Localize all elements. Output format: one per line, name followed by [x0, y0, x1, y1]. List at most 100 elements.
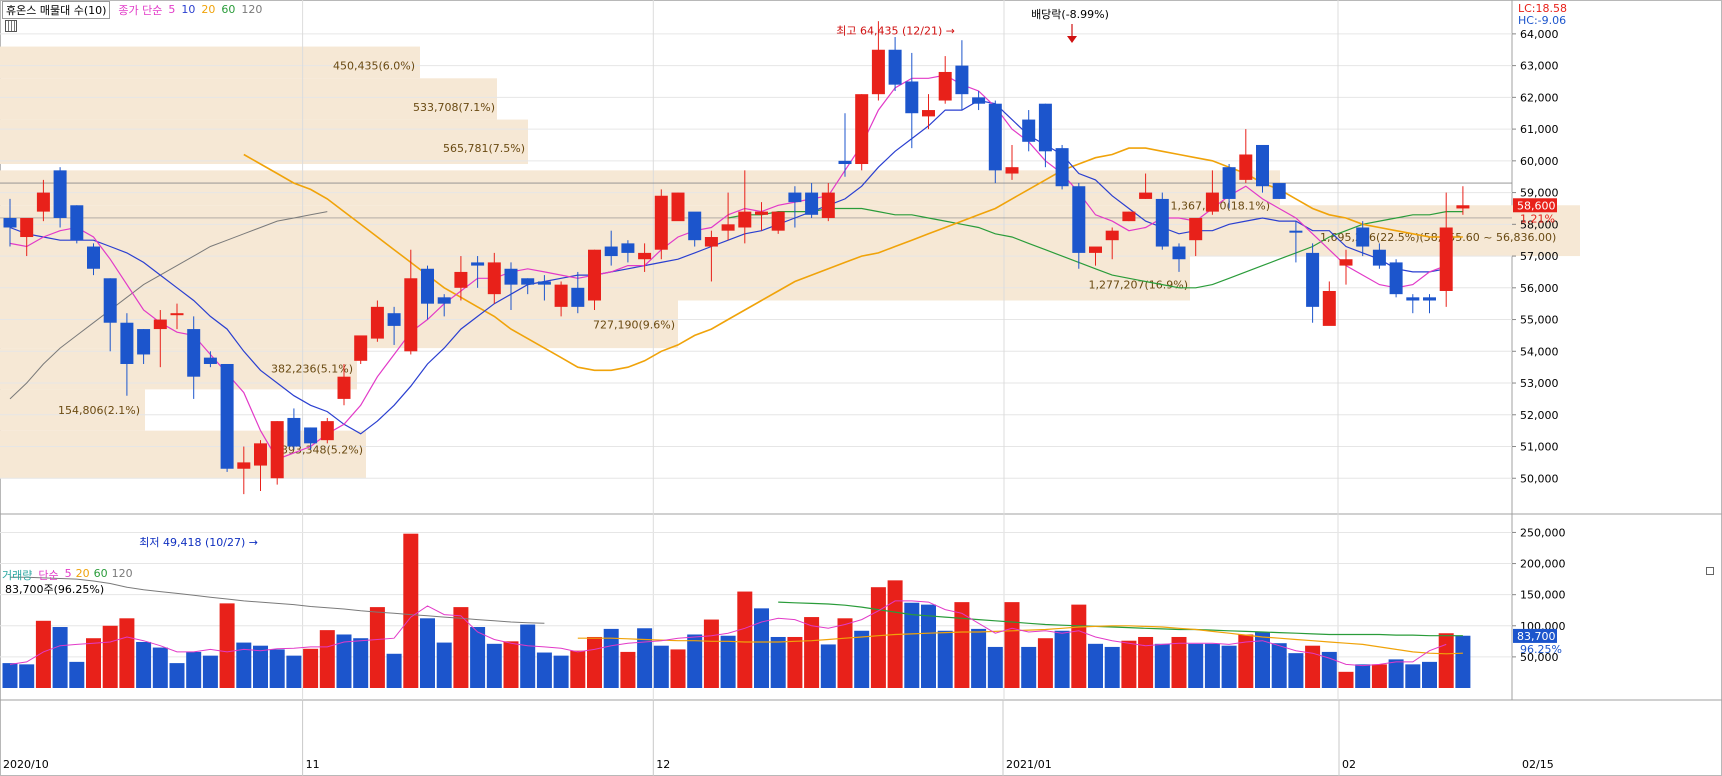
volume-bar — [1021, 646, 1037, 688]
candle-body — [304, 427, 318, 444]
volume-bar — [787, 636, 803, 688]
candle-body — [1356, 227, 1370, 247]
ma60-legend: 60 — [221, 3, 236, 16]
candle-body — [437, 297, 451, 304]
volume-bar — [1338, 671, 1354, 688]
volume-bar — [653, 645, 669, 688]
volume-bar — [1171, 636, 1187, 688]
volume-bar — [703, 619, 719, 688]
volume-profile-label: 565,781(7.5%) — [443, 142, 525, 155]
volume-bar — [971, 628, 987, 688]
candle-body — [1139, 192, 1153, 199]
volume-ma5-legend: 5 — [64, 567, 72, 580]
candle-body — [103, 278, 117, 323]
x-tick-label: 02 — [1342, 758, 1356, 771]
volume-bar — [620, 651, 636, 688]
candle-body — [387, 313, 401, 326]
candle-body — [638, 252, 652, 260]
volume-bar — [1221, 645, 1237, 688]
current-volume-pct: 96.25% — [1520, 643, 1562, 656]
volume-bar — [403, 533, 419, 688]
volume-ma5-line — [9, 600, 1447, 667]
candle-body — [1172, 246, 1186, 260]
volume-bar — [69, 661, 85, 688]
volume-bar — [1405, 664, 1421, 688]
volume-bar — [1004, 602, 1020, 688]
candle-body — [1055, 148, 1069, 187]
candle-body — [838, 160, 852, 165]
candle-body — [771, 211, 785, 231]
candle-body — [254, 443, 267, 466]
candle-body — [1155, 198, 1169, 247]
stock-name-label[interactable]: 휴온스 매물대 수(10) — [2, 0, 111, 19]
volume-bar — [1455, 635, 1471, 688]
volume-profile-band — [0, 78, 497, 120]
candle-body — [671, 192, 685, 222]
price-tick-label: 54,000 — [1520, 345, 1559, 358]
volume-bar — [286, 655, 302, 688]
volume-bar — [670, 649, 686, 688]
candle-body — [521, 278, 535, 285]
candle-body — [220, 363, 234, 469]
volume-bar — [503, 641, 519, 688]
volume-bar — [587, 636, 602, 688]
volume-bar — [987, 646, 1003, 688]
volume-bar — [536, 652, 552, 688]
low-annotation: 최저 49,418 (10/27) → — [139, 536, 258, 549]
table-toggle-icon[interactable] — [5, 20, 17, 32]
volume-bar — [202, 655, 218, 688]
ma120-line — [9, 211, 328, 400]
candle-body — [187, 329, 201, 377]
volume-bar — [820, 644, 836, 688]
volume-bar — [937, 630, 953, 688]
candle-body — [454, 271, 468, 288]
volume-tick-label: 200,000 — [1520, 558, 1566, 571]
volume-bar — [1388, 659, 1404, 688]
volume-bar — [837, 618, 853, 688]
ma10-line — [9, 99, 1447, 435]
volume-bar — [1104, 646, 1120, 688]
volume-bar — [1355, 664, 1371, 688]
candle-body — [120, 322, 134, 364]
current-change-label: 1.21% — [1520, 212, 1555, 225]
volume-bar — [169, 663, 185, 688]
candle-body — [1005, 167, 1019, 174]
ma10-legend: 10 — [181, 3, 196, 16]
candle-body — [137, 329, 151, 355]
candle-body — [871, 49, 885, 95]
price-tick-label: 52,000 — [1520, 409, 1559, 422]
volume-bar — [486, 643, 502, 688]
volume-ma120-line — [10, 576, 545, 624]
candle-body — [421, 268, 434, 304]
volume-bar — [804, 617, 820, 688]
volume-profile-label: 1,277,207(16.9%) — [1088, 279, 1188, 292]
current-volume-box — [1513, 628, 1557, 643]
volume-bar — [1238, 634, 1254, 688]
candle-body — [654, 195, 668, 250]
volume-bar — [1138, 636, 1154, 688]
candle-body — [1189, 217, 1203, 241]
price-tick-label: 60,000 — [1520, 155, 1559, 168]
volume-bar — [253, 645, 268, 688]
candle-body — [805, 192, 819, 215]
candle-body — [537, 281, 551, 285]
candle-body — [1038, 103, 1052, 152]
candle-body — [153, 319, 167, 330]
volume-bar — [720, 635, 736, 688]
candle-body — [888, 49, 902, 85]
dividend-annotation: 배당락(-8.99%) — [1031, 8, 1109, 21]
panel-expand-icon[interactable] — [1706, 567, 1714, 575]
current-price-label: 58,600 — [1517, 199, 1556, 212]
price-tick-label: 55,000 — [1520, 314, 1559, 327]
dividend-arrow-head — [1067, 36, 1077, 43]
candle-body — [1406, 297, 1420, 301]
volume-bar — [319, 630, 335, 688]
x-tick-label: 2021/01 — [1006, 758, 1052, 771]
volume-bar — [770, 636, 786, 688]
volume-bar — [236, 642, 252, 688]
x-tick-label: 02/15 — [1522, 758, 1554, 771]
candle-body — [1089, 246, 1102, 253]
volume-bar — [1071, 604, 1087, 688]
volume-profile-band — [0, 119, 528, 165]
